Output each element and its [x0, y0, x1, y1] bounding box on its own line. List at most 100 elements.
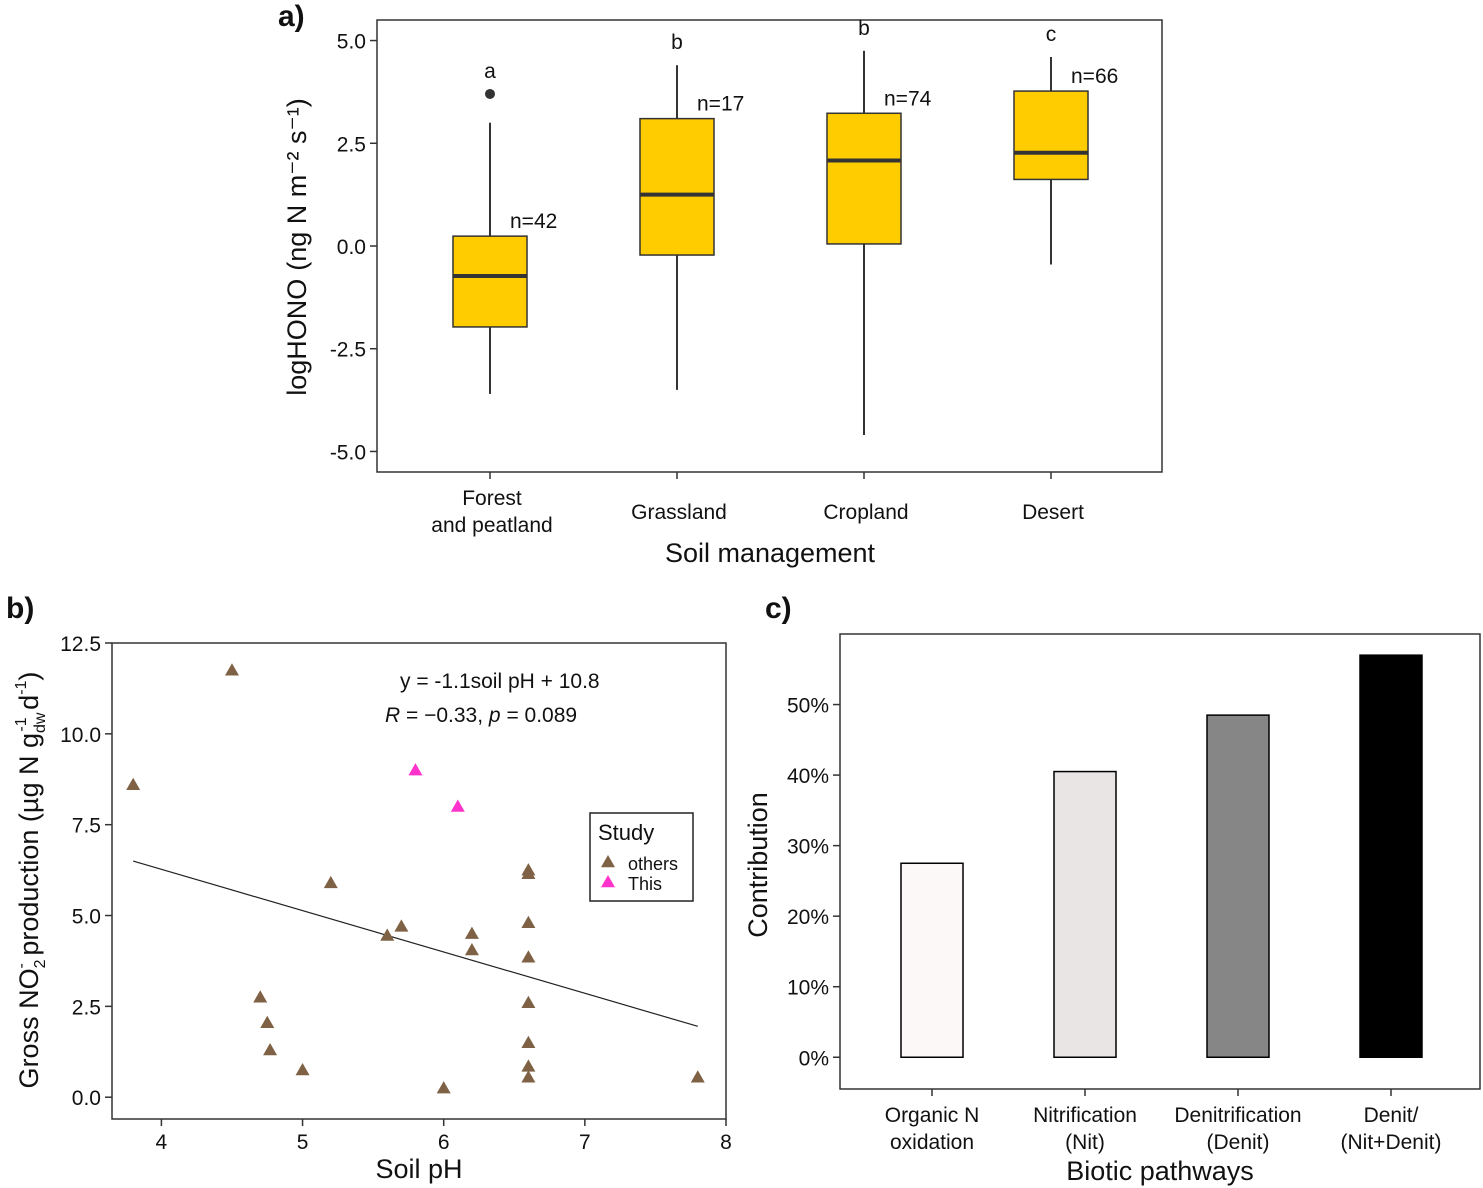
- box: [1013, 90, 1089, 181]
- y-tick-label: 5.0: [72, 906, 101, 929]
- panel-b-frame: [111, 642, 727, 1120]
- y-tick-label: 5.0: [337, 31, 366, 54]
- x-tick-label: 7: [579, 1131, 591, 1154]
- data-point-others: [380, 928, 395, 941]
- bar: [1206, 714, 1270, 1059]
- x-tick-label: 6: [438, 1131, 450, 1154]
- panel-b-stats-p: p: [488, 704, 501, 727]
- x-tick-label: Grassland: [631, 501, 727, 524]
- y-tick-label: 0.0: [337, 236, 366, 259]
- data-point-others: [394, 919, 409, 932]
- x-tick-label: Denitrification: [1174, 1104, 1301, 1127]
- panel-c-x-axis: Organic N oxidation Nitrification (Nit) Deni…: [885, 1089, 1442, 1154]
- data-point-others: [521, 1059, 536, 1072]
- x-tick-label: oxidation: [890, 1131, 974, 1154]
- data-point-others: [521, 950, 536, 963]
- box: [452, 235, 528, 328]
- panel-b-regression-line: [133, 860, 698, 1027]
- x-tick-label: 4: [156, 1131, 168, 1154]
- data-point-others: [260, 1015, 275, 1028]
- significance-letter: c: [1046, 23, 1057, 46]
- y-tick-label: 7.5: [72, 815, 101, 838]
- y-tick-label: 0%: [799, 1047, 829, 1070]
- panel-a-label: a): [278, 0, 305, 33]
- x-tick-label: Cropland: [823, 501, 908, 524]
- y-tick-label: 30%: [787, 836, 829, 859]
- legend-marker-This: [601, 875, 615, 888]
- x-tick-label: Desert: [1022, 501, 1084, 524]
- x-tick-label: Nitrification: [1033, 1104, 1137, 1127]
- bar: [1053, 770, 1117, 1059]
- y-tick-label: 2.5: [72, 996, 101, 1019]
- panel-a-x-axis: Forest and peatland Grassland Cropland Deser…: [431, 472, 1084, 537]
- panel-b: b) 0.0 2.5 5.0 7.5 10.0 12.5 4 5 6 7 8 y = -1.1so…: [6, 592, 732, 1184]
- panel-b-points: [126, 663, 705, 1094]
- outlier-point: [485, 88, 495, 99]
- panel-b-equation: y = -1.1soil pH + 10.8: [400, 670, 600, 693]
- data-point-others: [126, 777, 141, 790]
- y-tick-label: 50%: [787, 695, 829, 718]
- x-tick-label: (Nit): [1065, 1131, 1105, 1154]
- data-point-others: [464, 926, 479, 939]
- box: [639, 117, 715, 256]
- x-tick-label: (Nit+Denit): [1341, 1131, 1442, 1154]
- significance-letter: a: [484, 60, 496, 83]
- panel-a-x-label: Soil management: [665, 538, 876, 568]
- data-point-This: [450, 799, 465, 812]
- x-tick-label: 8: [720, 1131, 732, 1154]
- data-point-others: [295, 1062, 310, 1076]
- panel-b-y-label: Gross NO2- production (µg N gdw-1 d-1): [13, 672, 49, 1089]
- y-tick-label: -2.5: [330, 339, 366, 362]
- panel-c: c) 0% 10% 20% 30% 40% 50% Organic N oxidation N…: [743, 592, 1481, 1186]
- data-point-others: [521, 1070, 536, 1083]
- y-tick-label: 12.5: [60, 633, 101, 656]
- panel-c-y-label: Contribution: [743, 792, 773, 938]
- panel-b-stats-pval: = 0.089: [501, 704, 577, 727]
- panel-b-stats-rval: = −0.33,: [400, 704, 489, 727]
- legend-label-This: This: [628, 874, 662, 894]
- data-point-others: [253, 990, 268, 1003]
- data-point-others: [224, 663, 239, 676]
- significance-letter: b: [858, 17, 870, 40]
- y-tick-label: -5.0: [330, 441, 366, 464]
- data-point-others: [263, 1042, 278, 1056]
- x-tick-label: Denit/: [1364, 1104, 1419, 1127]
- box: [826, 112, 902, 245]
- x-tick-label: and peatland: [431, 514, 552, 537]
- legend-marker-others: [601, 855, 615, 868]
- y-tick-label: 40%: [787, 765, 829, 788]
- sample-size-label: n=17: [697, 93, 744, 116]
- panel-c-y-axis: 0% 10% 20% 30% 40% 50%: [787, 695, 840, 1070]
- significance-letter: b: [671, 31, 683, 54]
- panel-a-y-label-main: logHONO: [282, 279, 312, 396]
- x-tick-label: Forest: [462, 487, 522, 510]
- x-tick-label: (Denit): [1206, 1131, 1269, 1154]
- data-point-others: [690, 1070, 705, 1083]
- y-tick-label: 10%: [787, 977, 829, 1000]
- sample-size-label: n=74: [884, 87, 932, 110]
- panel-b-y-axis: 0.0 2.5 5.0 7.5 10.0 12.5: [60, 633, 112, 1110]
- sample-size-label: n=42: [510, 210, 557, 233]
- panel-c-bars: [900, 654, 1423, 1059]
- panel-a-boxes: a n=42 b n=17 b n=74 c n=66: [452, 17, 1118, 436]
- panel-c-x-label: Biotic pathways: [1066, 1156, 1254, 1186]
- x-tick-label: Organic N: [885, 1104, 980, 1127]
- data-point-others: [521, 1035, 536, 1048]
- panel-c-frame: [839, 633, 1481, 1090]
- bar: [900, 862, 964, 1059]
- y-tick-label: 20%: [787, 906, 829, 929]
- sample-size-label: n=66: [1071, 65, 1118, 88]
- panel-a-y-axis: 5.0 2.5 0.0 -2.5 -5.0: [330, 31, 377, 464]
- panel-a-y-label-unit: (ng N m⁻² s⁻¹): [282, 98, 312, 271]
- data-point-others: [436, 1081, 451, 1094]
- x-tick-label: 5: [297, 1131, 309, 1154]
- y-tick-label: 0.0: [72, 1087, 101, 1110]
- legend-title: Study: [598, 820, 654, 845]
- legend-label-others: others: [628, 854, 678, 874]
- data-point-This: [408, 763, 423, 776]
- data-point-others: [521, 866, 536, 879]
- panel-b-x-axis: 4 5 6 7 8: [156, 1119, 732, 1154]
